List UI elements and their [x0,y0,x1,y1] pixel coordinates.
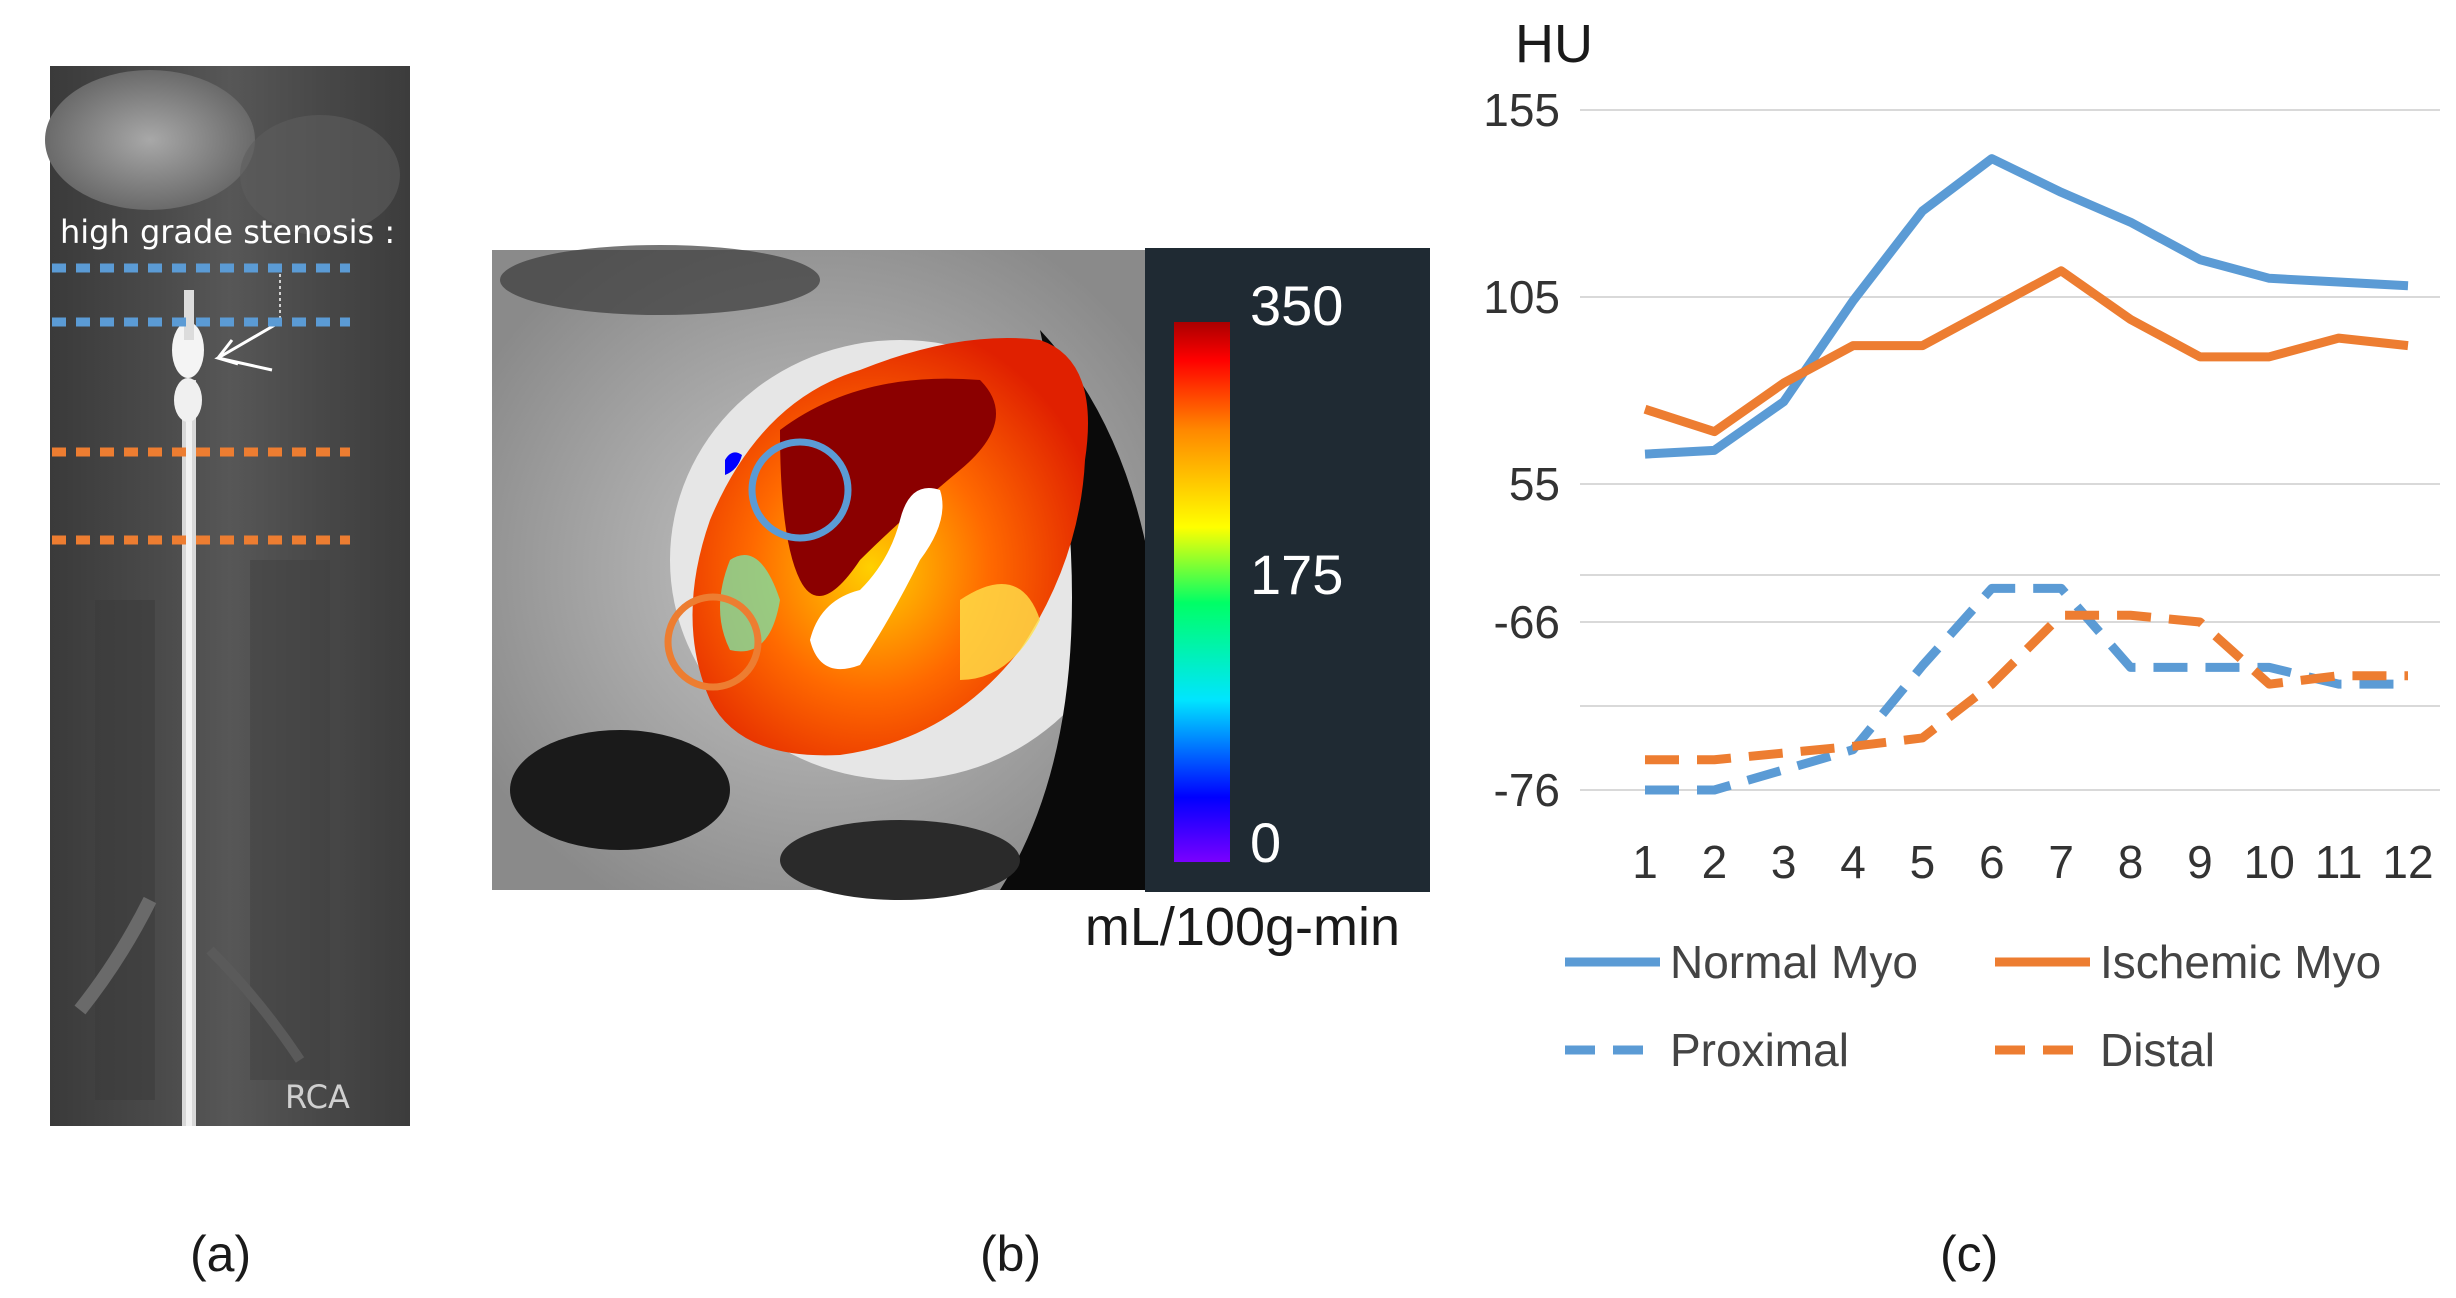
legend-label: Proximal [1670,1024,1849,1076]
series-line-distal [1645,610,2408,765]
normal-myo-roi [748,438,852,542]
panel-b: 350 175 0 mL/100g-min (b) [480,0,1460,1298]
colorbar [1174,322,1230,862]
series-line-normal-myo [1644,154,2409,459]
colorbar-min-label: 0 [1250,811,1281,874]
y-axis-label: HU [1515,14,1593,74]
y-tick-label: 155 [1483,84,1560,136]
x-tick-label: 3 [1771,836,1797,888]
x-tick-label: 2 [1702,836,1728,888]
y-tick-label: -66 [1494,596,1560,648]
y-tick-label: 105 [1483,271,1560,323]
ischemic-myo-roi [664,593,762,691]
stenosis-annotation: high grade stenosis : [60,213,395,251]
x-tick-label: 12 [2382,836,2433,888]
caption-c: (c) [1940,1226,1999,1282]
legend-label: Distal [2100,1024,2215,1076]
y-tick-label: -76 [1494,764,1560,816]
panel-a: high grade stenosis : RCA (a) [0,0,460,1298]
perfusion-map-image: 350 175 0 mL/100g-min [492,245,1430,957]
colorbar-mid-label: 175 [1250,543,1343,606]
caption-b: (b) [980,1226,1042,1282]
x-tick-label: 1 [1632,836,1658,888]
legend-label: Normal Myo [1670,936,1918,988]
legend-label: Ischemic Myo [2100,936,2381,988]
x-tick-label: 4 [1840,836,1866,888]
caption-a: (a) [190,1226,252,1282]
x-tick-label: 8 [2118,836,2144,888]
y-tick-label: 55 [1509,458,1560,510]
x-tick-label: 7 [2048,836,2074,888]
x-tick-label: 10 [2244,836,2295,888]
x-tick-label: 6 [1979,836,2005,888]
vessel-label: RCA [285,1078,350,1116]
x-tick-label: 9 [2187,836,2213,888]
x-tick-label: 5 [1910,836,1936,888]
rca-ct-image: high grade stenosis : RCA [45,66,410,1126]
colorbar-max-label: 350 [1250,274,1343,337]
series-line-ischemic-myo [1643,266,2409,437]
x-tick-label: 11 [2315,836,2363,888]
series-line-proximal [1645,583,2408,795]
colorbar-units: mL/100g-min [1085,897,1400,957]
panel-c: HU 155 105 55 -66 -76 1 2 3 4 5 6 7 8 9 10 11 12 Normal … [1460,0,2456,1298]
